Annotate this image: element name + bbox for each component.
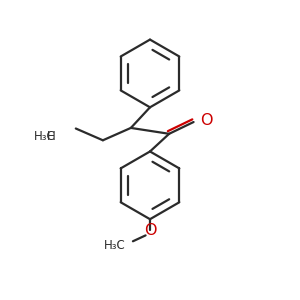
Text: H₃C: H₃C bbox=[104, 239, 126, 252]
Text: H₃C: H₃C bbox=[34, 130, 56, 143]
Text: O: O bbox=[144, 223, 156, 238]
Text: O: O bbox=[200, 113, 213, 128]
Text: H: H bbox=[47, 130, 56, 143]
